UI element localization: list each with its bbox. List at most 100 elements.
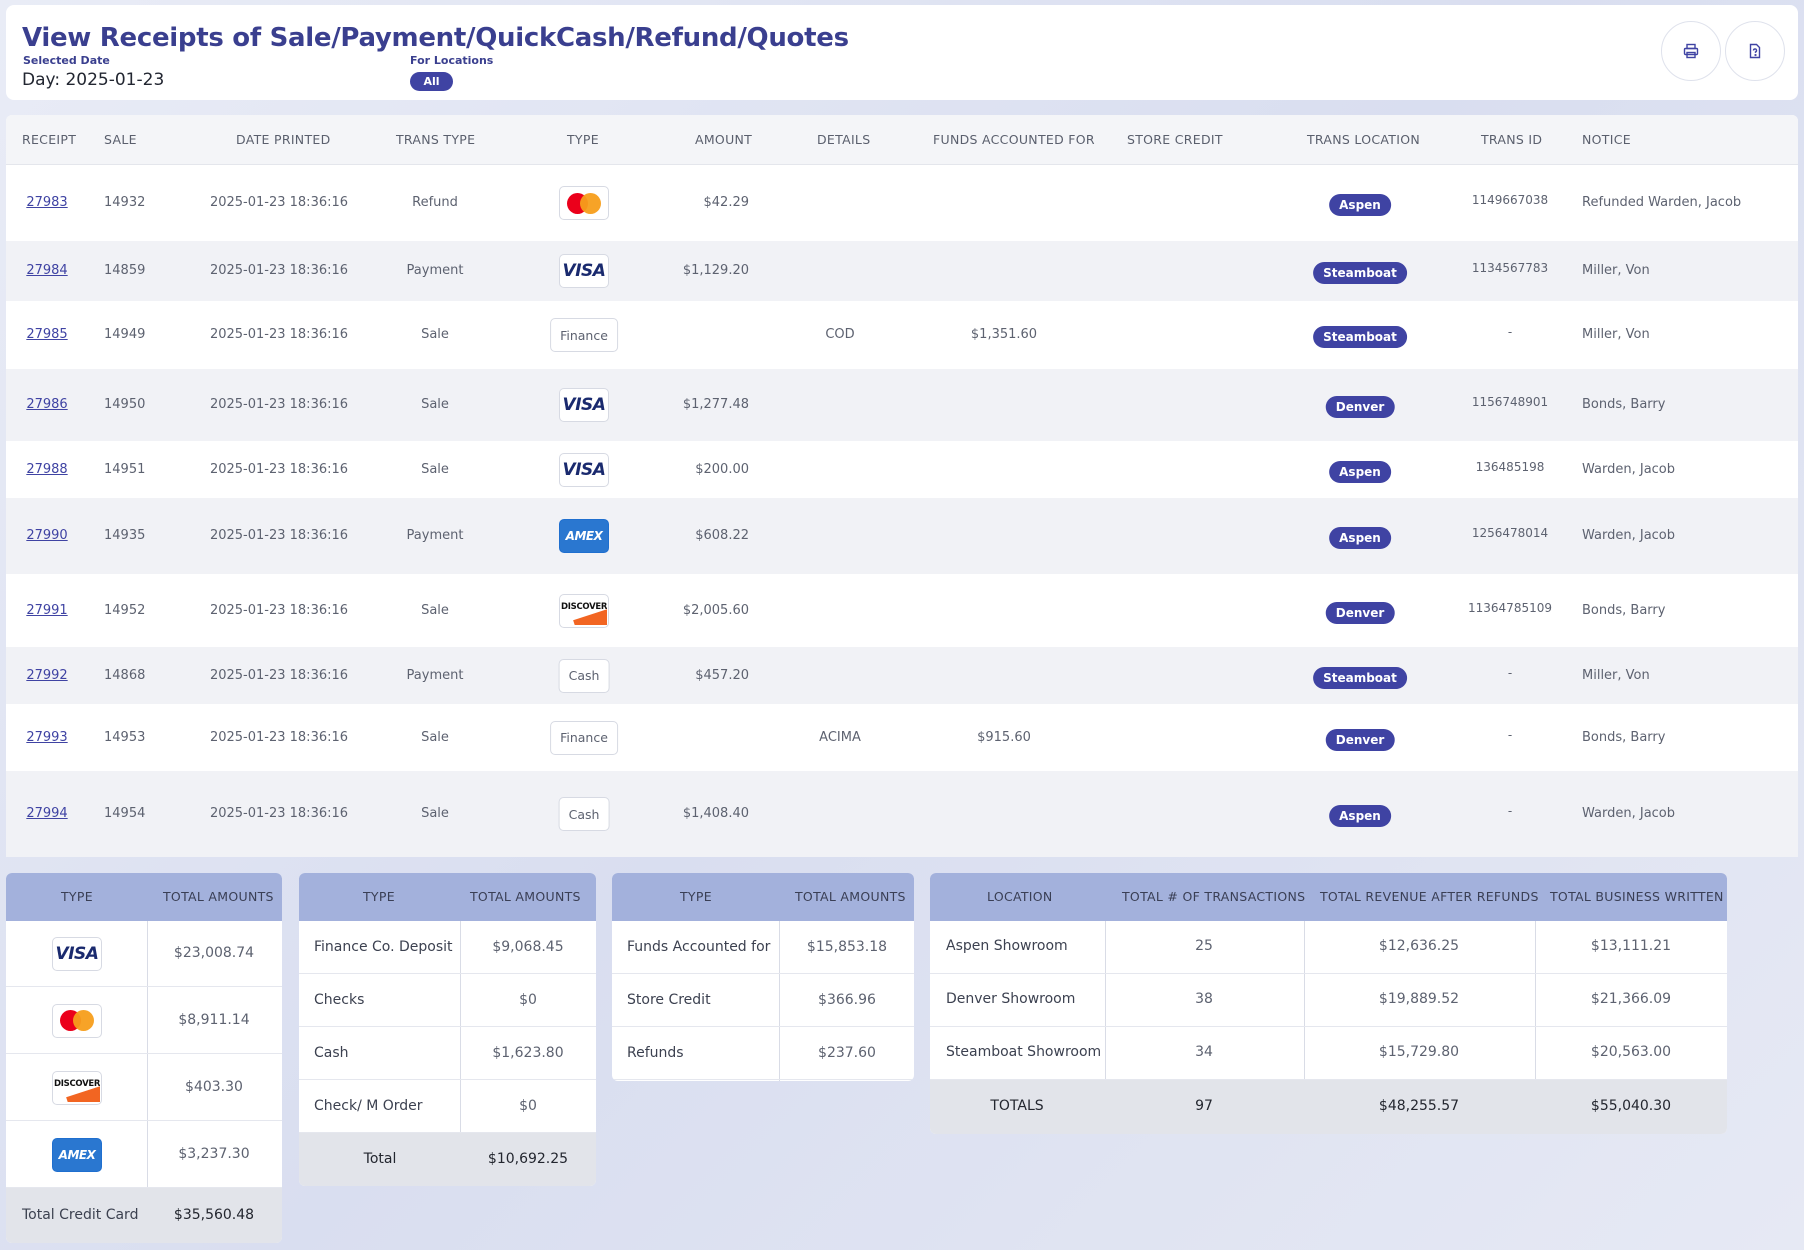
- type-label: Check/ M Order: [314, 1097, 423, 1114]
- trans-type: Sale: [421, 327, 449, 342]
- location-badge: Steamboat: [1313, 666, 1407, 689]
- receipt-link[interactable]: 27984: [26, 263, 68, 278]
- payment-type-badge: Finance: [550, 318, 618, 352]
- total-row: Funds Accounted for $15,853.18: [612, 921, 914, 974]
- payment-totals-panel: TYPE TOTAL AMOUNTS Finance Co. Deposit $9…: [299, 873, 596, 1186]
- date-printed: 2025-01-23 18:36:16: [209, 327, 349, 342]
- card-total-row: VISA $23,008.74: [6, 921, 282, 987]
- print-button[interactable]: [1661, 21, 1721, 81]
- date-printed: 2025-01-23 18:36:16: [209, 806, 349, 821]
- mastercard-card-badge: [52, 1003, 102, 1038]
- type-label: Finance Co. Deposit: [314, 938, 453, 955]
- card-col-type: TYPE: [61, 889, 93, 904]
- visa-logo-icon: VISA: [55, 944, 99, 964]
- funds-accounted: $915.60: [977, 729, 1031, 745]
- total-amount: $0: [519, 991, 537, 1008]
- card-total-amount: $8,911.14: [178, 1011, 250, 1028]
- funds-totals-header: TYPE TOTAL AMOUNTS: [612, 873, 914, 921]
- type-label: Checks: [314, 991, 365, 1008]
- payment-col-type: TYPE: [363, 889, 395, 904]
- amount: $2,005.60: [682, 602, 749, 618]
- date-printed: 2025-01-23 18:36:16: [209, 729, 349, 745]
- sale-number: 14949: [104, 327, 146, 342]
- visa-card-badge: VISA: [559, 254, 609, 288]
- sale-number: 14868: [104, 667, 146, 683]
- total-amount: $237.60: [818, 1044, 876, 1061]
- location-row: Steamboat Showroom 34 $15,729.80 $20,563.00: [930, 1027, 1727, 1080]
- col-receipt: RECEIPT: [22, 132, 77, 147]
- location-business: $13,111.21: [1590, 938, 1672, 954]
- document-button[interactable]: [1725, 21, 1785, 81]
- total-value: $35,560.48: [173, 1206, 255, 1223]
- divider: [147, 921, 148, 1243]
- location-location: Steamboat Showroom: [946, 1044, 1102, 1060]
- location-count: 38: [1195, 991, 1213, 1007]
- receipt-row: 27986 14950 2025-01-23 18:36:16 Sale VISA $1,…: [6, 369, 1798, 441]
- receipt-link[interactable]: 27983: [26, 195, 68, 210]
- notice: Miller, Von: [1582, 667, 1650, 683]
- trans-id: 1256478014: [1471, 526, 1549, 540]
- receipt-link[interactable]: 27988: [26, 461, 68, 477]
- receipt-link[interactable]: 27993: [26, 729, 68, 745]
- receipt-row: 27985 14949 2025-01-23 18:36:16 Sale Finance…: [6, 301, 1798, 369]
- card-total-amount: $23,008.74: [173, 945, 255, 961]
- mastercard-logo-icon: [60, 1010, 94, 1031]
- divider: [1535, 921, 1536, 1134]
- amex-logo-icon: AMEX: [58, 1147, 96, 1162]
- location-badge: Denver: [1325, 728, 1395, 751]
- location-revenue: $19,889.52: [1378, 991, 1460, 1007]
- discover-card-badge: DISCOVER: [52, 1070, 102, 1105]
- receipt-link[interactable]: 27991: [26, 602, 68, 618]
- funds-col-type: TYPE: [680, 889, 712, 904]
- locations-label: For Locations: [410, 54, 494, 67]
- amount: $42.29: [703, 195, 750, 210]
- location-location: Aspen Showroom: [946, 938, 1068, 954]
- col-trans-type: TRANS TYPE: [396, 132, 476, 147]
- locations-filter-all[interactable]: All: [410, 72, 453, 91]
- receipt-link[interactable]: 27992: [26, 667, 68, 683]
- type-label: Funds Accounted for: [627, 938, 771, 955]
- total-row: Finance Co. Deposit $9,068.45: [299, 921, 596, 974]
- trans-id: 1134567783: [1471, 261, 1549, 275]
- funds-totals-panel: TYPE TOTAL AMOUNTS Funds Accounted for $1…: [612, 873, 914, 1081]
- receipt-link[interactable]: 27986: [26, 397, 68, 412]
- location-badge: Steamboat: [1313, 262, 1407, 284]
- receipt-link[interactable]: 27985: [26, 327, 68, 342]
- receipt-row: 27990 14935 2025-01-23 18:36:16 Payment AMEX…: [6, 498, 1798, 574]
- sale-number: 14952: [104, 602, 146, 618]
- visa-card-badge: VISA: [559, 388, 609, 422]
- card-total-amount: $403.30: [185, 1078, 243, 1095]
- trans-type: Sale: [421, 602, 449, 618]
- total-row: Checks $0: [299, 974, 596, 1027]
- location-badge: Aspen: [1329, 194, 1391, 216]
- location-count: 34: [1195, 1044, 1213, 1060]
- sale-number: 14859: [104, 263, 146, 278]
- total-row: Cash $1,623.80: [299, 1027, 596, 1080]
- mastercard-right-circle: [580, 192, 601, 214]
- total-amount: $0: [519, 1097, 537, 1114]
- location-row: Aspen Showroom 25 $12,636.25 $13,111.21: [930, 921, 1727, 974]
- receipt-link[interactable]: 27994: [26, 806, 68, 821]
- receipt-link[interactable]: 27990: [26, 528, 68, 543]
- totals-revenue: $48,255.57: [1378, 1098, 1460, 1114]
- notice: Miller, Von: [1582, 263, 1650, 278]
- total-label: Total Credit Card: [22, 1206, 139, 1223]
- amount: $608.22: [695, 528, 749, 543]
- total-row: Check/ M Order $0: [299, 1080, 596, 1133]
- amount: $457.20: [695, 667, 749, 683]
- visa-logo-icon: VISA: [562, 261, 606, 281]
- col-notice: NOTICE: [1582, 132, 1631, 147]
- discover-card-badge: DISCOVER: [559, 593, 609, 628]
- trans-type: Sale: [421, 806, 449, 821]
- date-printed: 2025-01-23 18:36:16: [209, 528, 349, 543]
- location-count: 25: [1195, 938, 1213, 954]
- payment-type-badge: Cash: [558, 797, 610, 831]
- funds-col-total: TOTAL AMOUNTS: [795, 889, 906, 904]
- document-icon: [1749, 43, 1761, 59]
- mastercard-logo-icon: [567, 192, 601, 214]
- col-trans-location: TRANS LOCATION: [1307, 132, 1421, 147]
- card-col-total: TOTAL AMOUNTS: [163, 889, 274, 904]
- details: ACIMA: [819, 729, 861, 745]
- mastercard-card-badge: [559, 186, 609, 220]
- date-printed: 2025-01-23 18:36:16: [209, 461, 349, 477]
